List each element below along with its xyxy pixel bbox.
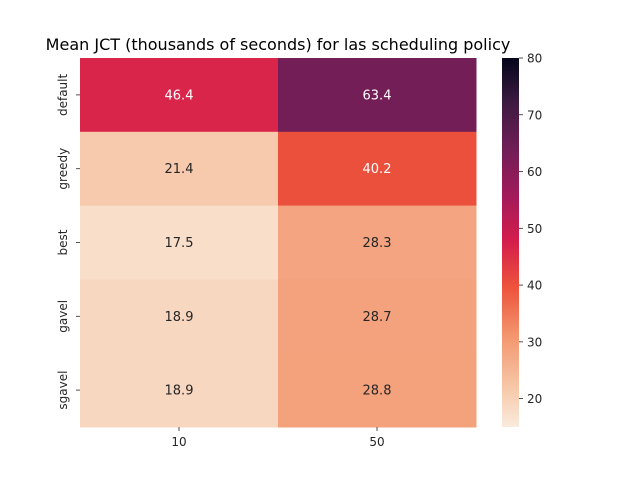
x-tick-label: 50 — [369, 435, 384, 449]
colorbar-tick-label: 40 — [527, 279, 542, 293]
heatmap-cell — [80, 205, 279, 280]
y-tick-label: gavel — [56, 300, 70, 333]
x-axis: 10 50 — [171, 427, 385, 449]
y-tick-label: sgavel — [56, 371, 70, 410]
heatmap-cell — [278, 58, 477, 133]
colorbar-tick-label: 70 — [527, 108, 542, 122]
heatmap-cell — [278, 131, 477, 207]
x-tick-label: 10 — [171, 435, 186, 449]
cell-value-label: 40.2 — [363, 162, 392, 177]
colorbar-ticks: 20 30 40 50 60 70 80 — [519, 52, 542, 406]
cell-value-label: 28.8 — [363, 384, 392, 399]
colorbar-tick-label: 50 — [527, 222, 542, 236]
cell-value-label: 18.9 — [165, 384, 194, 399]
colorbar-tick-label: 60 — [527, 165, 542, 179]
heatmap-cell — [80, 58, 279, 133]
cell-value-label: 28.7 — [363, 310, 392, 325]
heatmap-cell — [278, 205, 477, 280]
heatmap-cell — [278, 353, 477, 428]
y-axis: default greedy best gavel sgavel — [56, 73, 80, 410]
heatmap-cell — [278, 279, 477, 354]
heatmap-cell — [80, 279, 279, 354]
colorbar-tick-label: 20 — [527, 392, 542, 406]
y-tick-label: greedy — [56, 148, 70, 190]
y-tick-label: default — [56, 73, 70, 116]
y-tick-label: best — [56, 229, 70, 255]
colorbar-gradient — [502, 58, 519, 427]
heatmap-cell — [80, 131, 279, 207]
colorbar-tick-label: 80 — [527, 52, 542, 66]
cell-value-label: 63.4 — [363, 88, 392, 103]
cell-value-label: 21.4 — [165, 162, 194, 177]
heatmap-cells: 46.4 63.4 21.4 40.2 17.5 28.3 18.9 28.7 18.9 28.8 — [80, 58, 477, 428]
heatmap-cell — [80, 353, 279, 428]
cell-value-label: 17.5 — [165, 236, 194, 251]
colorbar-tick-label: 30 — [527, 335, 542, 349]
colorbar: 20 30 40 50 60 70 80 — [502, 52, 542, 427]
chart-title: Mean JCT (thousands of seconds) for las … — [46, 35, 511, 54]
cell-value-label: 18.9 — [165, 310, 194, 325]
cell-value-label: 46.4 — [165, 88, 194, 103]
cell-value-label: 28.3 — [363, 236, 392, 251]
